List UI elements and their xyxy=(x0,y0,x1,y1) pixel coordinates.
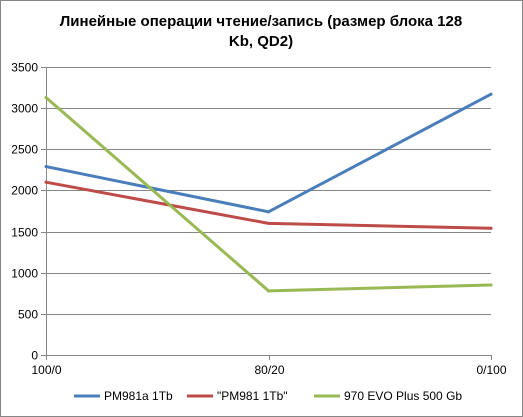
chart-title-line-1: Линейные операции чтение/запись (размер … xyxy=(60,13,462,30)
legend-label: "PM981 1Tb" xyxy=(217,389,288,403)
data-point xyxy=(489,226,493,230)
y-tick-label: 500 xyxy=(18,308,38,322)
x-tick-label: 100/0 xyxy=(31,363,61,377)
y-tick-label: 1500 xyxy=(11,226,38,240)
data-point xyxy=(44,95,48,99)
data-point xyxy=(44,180,48,184)
data-point xyxy=(489,92,493,96)
axes: 0 500 1000 1500 2000 2500 3000 3500 100/0 80/20 0/… xyxy=(11,61,507,378)
chart-title-line-2: Kb, QD2) xyxy=(229,33,293,50)
data-point xyxy=(267,210,270,214)
x-tick-label: 0/100 xyxy=(476,363,506,377)
y-tick-label: 1000 xyxy=(11,267,38,281)
data-point xyxy=(267,289,270,293)
data-point xyxy=(44,165,48,169)
legend-label: PM981a 1Tb xyxy=(104,389,173,403)
series-line-2 xyxy=(44,180,493,230)
y-tick-label: 3000 xyxy=(11,102,38,116)
series-lines xyxy=(44,92,493,293)
data-point xyxy=(489,283,493,287)
y-tick-label: 3500 xyxy=(11,61,38,75)
legend-label: 970 EVO Plus 500 Gb xyxy=(344,389,462,403)
legend: PM981a 1Tb "PM981 1Tb" 970 EVO Plus 500 Gb xyxy=(74,389,462,403)
data-point xyxy=(267,221,270,225)
gridlines xyxy=(46,67,491,315)
x-tick-label: 80/20 xyxy=(254,363,284,377)
y-tick-label: 0 xyxy=(31,349,38,363)
y-tick-label: 2500 xyxy=(11,143,38,157)
y-tick-label: 2000 xyxy=(11,184,38,198)
